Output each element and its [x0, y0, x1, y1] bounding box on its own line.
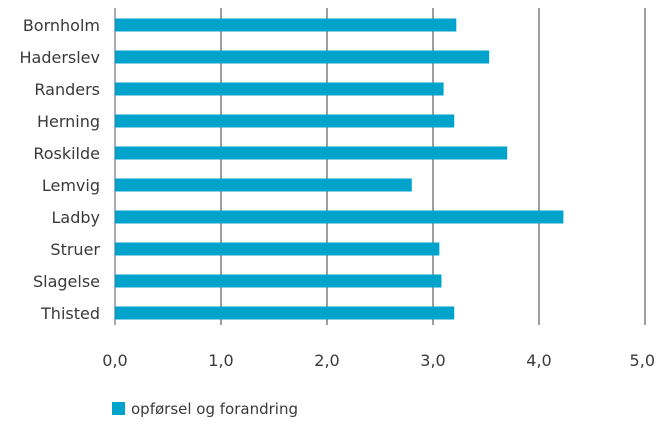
category-label: Thisted	[40, 304, 100, 323]
category-label: Slagelse	[33, 272, 100, 291]
bar-randers	[115, 82, 444, 96]
bar-haderslev	[115, 50, 490, 64]
category-labels: Bornholm Haderslev Randers Herning Roskilde L…	[19, 16, 100, 323]
bar-slagelse	[115, 274, 442, 288]
x-tick-label: 3,0	[420, 351, 445, 370]
x-tick-label: 0,0	[102, 351, 127, 370]
bar-lemvig	[115, 178, 412, 192]
category-label: Lemvig	[42, 176, 100, 195]
x-tick-label: 2,0	[314, 351, 339, 370]
bar-herning	[115, 114, 455, 128]
category-label: Ladby	[52, 208, 101, 227]
x-axis-tick-labels: 0,0 1,0 2,0 3,0 4,0 5,0	[102, 351, 655, 370]
bar-thisted	[115, 306, 455, 320]
bar-struer	[115, 242, 440, 256]
legend: opførsel og forandring	[112, 400, 298, 418]
bar-roskilde	[115, 146, 508, 160]
legend-label: opførsel og forandring	[131, 400, 298, 418]
x-tick-label: 4,0	[526, 351, 551, 370]
x-tick-label: 5,0	[630, 351, 655, 370]
bar-bornholm	[115, 18, 457, 32]
x-tick-label: 1,0	[208, 351, 233, 370]
bar-ladby	[115, 210, 564, 224]
bars	[115, 18, 564, 320]
category-label: Herning	[37, 112, 100, 131]
category-label: Roskilde	[33, 144, 100, 163]
category-label: Struer	[50, 240, 100, 259]
category-label: Bornholm	[23, 16, 100, 35]
category-label: Randers	[34, 80, 100, 99]
category-label: Haderslev	[19, 48, 100, 67]
legend-swatch	[112, 402, 125, 415]
